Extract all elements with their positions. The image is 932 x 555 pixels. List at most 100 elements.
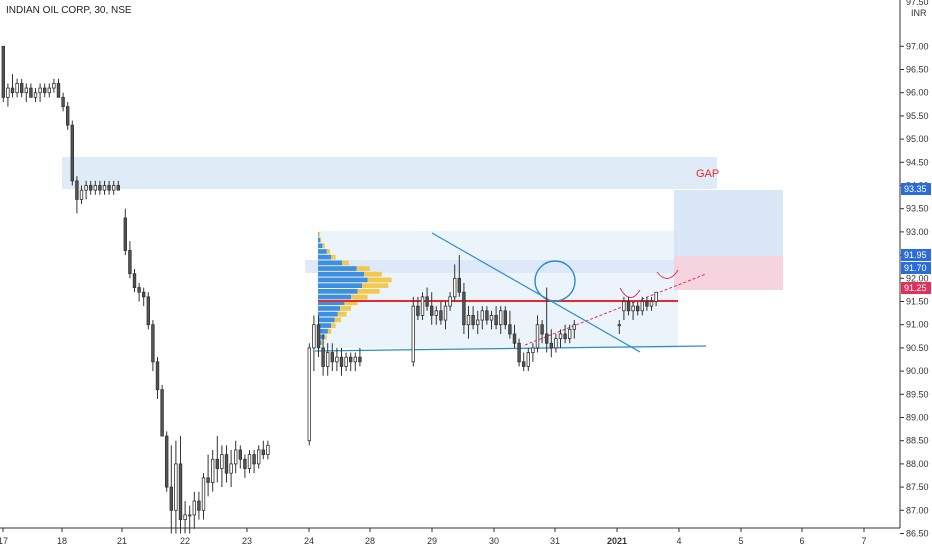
uptrend-line (524, 273, 707, 346)
vp-bar-up (318, 323, 332, 328)
vp-bar-up (318, 334, 325, 340)
vp-bar-down (364, 271, 382, 277)
candle-up (498, 310, 503, 326)
candle-down (316, 324, 321, 349)
x-tick-label: 6 (799, 536, 804, 546)
candle-up (554, 338, 558, 349)
candle-up (38, 87, 42, 94)
candle-down (98, 185, 102, 191)
candle-up (174, 463, 178, 511)
vp-bar-up (318, 306, 340, 311)
vp-bar-down (320, 237, 322, 243)
base-line (314, 345, 707, 352)
candle-down (425, 296, 429, 307)
candle-down (462, 291, 466, 326)
price-badge-label: 91.70 (904, 263, 927, 273)
vp-bar-down (344, 300, 358, 306)
candle-up (420, 296, 425, 316)
candle-up (480, 310, 484, 321)
candle-up (531, 347, 535, 353)
x-tick-label: 2021 (607, 536, 627, 546)
y-tick-label: 92.00 (906, 273, 929, 283)
x-tick-label: 18 (57, 536, 67, 546)
candle-down (61, 96, 65, 108)
y-tick-label: 91.50 (906, 297, 929, 307)
candle-up (52, 83, 56, 89)
candle-up (617, 324, 621, 327)
vp-bar-down (331, 254, 336, 260)
candle-down (43, 87, 47, 94)
candle-down (89, 185, 93, 191)
vp-bar-down (356, 266, 370, 271)
y-tick-label: 96.50 (906, 65, 929, 75)
x-tick-label: 5 (738, 536, 743, 546)
candle-up (15, 83, 19, 94)
candle-up (47, 87, 51, 94)
x-tick-label: 22 (180, 536, 190, 546)
candle-up (489, 315, 494, 321)
candle-down (155, 361, 160, 391)
candle-up (6, 87, 10, 98)
candle-up (452, 277, 457, 298)
candle-up (210, 458, 215, 483)
y-tick-label: 96.00 (906, 88, 929, 98)
chart-title: INDIAN OIL CORP, 30, NSE (6, 5, 132, 16)
candle-down (56, 83, 61, 98)
trend-lines (314, 232, 707, 353)
candle-up (434, 310, 438, 316)
downtrend-line (431, 232, 641, 353)
vp-bar-up (318, 243, 323, 249)
x-tick-label: 21 (117, 536, 127, 546)
candle-up (443, 305, 448, 321)
y-tick-label: 94.50 (906, 157, 929, 167)
y-tick-label: 90.50 (906, 343, 929, 353)
price-badge-label: 93.35 (904, 184, 927, 194)
candle-down (508, 324, 512, 335)
vp-bar-down (337, 311, 347, 317)
candlestick-series (1, 45, 658, 534)
candle-up (192, 500, 196, 516)
candle-up (622, 301, 626, 312)
candle-up (640, 301, 644, 312)
gap-label: GAP (696, 168, 719, 180)
candle-down (321, 347, 325, 367)
y-tick-label: 90.00 (906, 366, 929, 376)
candle-down (512, 333, 517, 344)
candle-down (107, 185, 111, 191)
y-tick-label: 88.00 (906, 459, 929, 469)
candle-up (654, 291, 658, 302)
candle-up (233, 449, 238, 465)
candle-up (229, 463, 233, 474)
vp-bar-up (318, 317, 335, 323)
candle-down (1, 45, 5, 98)
vp-bar-up (318, 283, 362, 288)
vp-bar-down (351, 294, 368, 300)
candle-up (112, 185, 116, 191)
candle-down (485, 310, 489, 321)
candle-down (439, 310, 443, 321)
candle-down (29, 87, 33, 98)
volume-profile (318, 232, 392, 345)
candle-down (206, 477, 210, 483)
x-tick-label: 29 (427, 536, 437, 546)
vp-bar-up (318, 328, 328, 334)
highlight-circle (534, 260, 576, 302)
vp-bar-up (318, 311, 338, 317)
curve-mark-2 (656, 269, 679, 279)
y-tick-label: 97.50 (906, 0, 929, 7)
y-tick-label: 91.00 (906, 320, 929, 330)
candle-down (636, 305, 640, 312)
candle-down (151, 324, 155, 363)
candle-down (132, 273, 137, 288)
curve-mark-1 (619, 287, 641, 298)
candle-down (164, 435, 169, 488)
y-tick-label: 86.50 (906, 529, 929, 539)
vp-bar-up (318, 249, 327, 254)
candle-up (631, 305, 635, 312)
y-tick-label: 89.00 (906, 413, 929, 423)
candle-down (197, 500, 201, 511)
candle-down (224, 454, 229, 474)
y-tick-label: 93.00 (906, 227, 929, 237)
